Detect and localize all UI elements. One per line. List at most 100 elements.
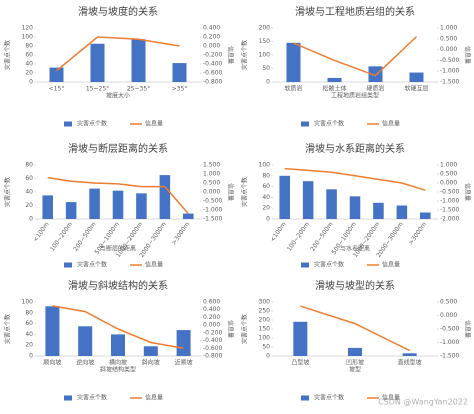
y-axis-label: 灾害点个数 — [4, 40, 12, 70]
bar — [327, 77, 342, 82]
x-tick-label: <100m — [269, 221, 288, 243]
x-tick-label: <15° — [49, 86, 65, 93]
y-tick-label: 300 — [259, 299, 271, 306]
legend-label: 灾害点个数 — [314, 261, 344, 269]
bar — [349, 196, 361, 219]
y-tick-label: 40 — [25, 189, 33, 196]
bar — [49, 67, 64, 82]
x-tick-label: 近顺坡 — [175, 359, 193, 367]
y2-tick-label: -0.800 — [203, 353, 223, 360]
bar — [65, 202, 77, 219]
y2-tick-label: -0.600 — [203, 70, 223, 77]
watermark: CSDN @WangYan2022 — [378, 398, 468, 407]
y2-tick-label: 1.000 — [440, 162, 457, 169]
y2-tick-label: -0.500 — [440, 326, 460, 333]
y-tick-label: 20 — [25, 70, 33, 77]
y2-tick-label: 0.500 — [440, 171, 457, 178]
line — [47, 176, 189, 215]
y2-tick-label: 0.500 — [440, 35, 457, 42]
x-tick-label: 松散土体 — [322, 85, 346, 93]
x-tick-label: 直线型坡 — [398, 359, 422, 367]
y2-tick-label: 0.400 — [203, 25, 220, 32]
bar — [89, 188, 100, 219]
bar — [279, 175, 290, 219]
y2-tick-label: 0.500 — [440, 299, 457, 306]
chart-title: 滑坡与水系距离的关系 — [305, 142, 405, 155]
bar — [396, 205, 408, 219]
y2-tick-label: -1.500 — [203, 216, 223, 223]
y-axis-label: 灾害点个数 — [4, 177, 12, 207]
y2-tick-label: 0.000 — [203, 43, 220, 50]
x-axis-label: 与水系距离 — [340, 245, 370, 253]
line — [293, 36, 418, 77]
legend-swatch — [301, 121, 309, 127]
y-tick-label: 80 — [25, 162, 33, 169]
legend-label: 信息量 — [382, 394, 400, 402]
legend-label: 信息量 — [145, 120, 163, 128]
y2-tick-label: 0.600 — [203, 299, 220, 306]
y-tick-label: 100 — [259, 335, 271, 342]
y2-tick-label: 0.000 — [203, 322, 220, 329]
x-tick-label: >3000m — [407, 221, 428, 247]
y2-tick-label: -2.000 — [440, 216, 460, 223]
y-tick-label: 150 — [259, 326, 271, 333]
y2-tick-label: -0.200 — [203, 52, 223, 59]
y2-tick-label: -0.800 — [203, 79, 223, 86]
x-axis-label: 斜坡结构类型 — [100, 366, 136, 374]
bar — [183, 213, 194, 219]
y-tick-label: 20 — [25, 202, 33, 209]
chart-title: 滑坡与坡度的关系 — [78, 5, 158, 18]
bar — [420, 212, 431, 219]
x-tick-label: 逆向坡 — [76, 359, 94, 367]
bar — [143, 346, 158, 356]
bar — [172, 63, 187, 82]
bar — [402, 353, 417, 356]
y-tick-label: 0 — [29, 216, 33, 223]
y-tick-label: 60 — [25, 320, 33, 327]
y2-axis-label: 信息量 — [227, 320, 235, 338]
bar — [159, 175, 171, 219]
y2-tick-label: -1.500 — [440, 79, 460, 86]
legend-label: 灾害点个数 — [77, 120, 107, 128]
bar — [112, 190, 124, 219]
line — [300, 305, 410, 352]
y-tick-label: 100 — [259, 52, 271, 59]
y2-axis-label: 信息量 — [464, 320, 472, 338]
y2-tick-label: 1.000 — [440, 25, 457, 32]
y-axis-label: 灾害点个数 — [4, 314, 12, 344]
y-tick-label: 200 — [259, 317, 271, 324]
y2-tick-label: -0.600 — [203, 345, 223, 352]
chart-title: 滑坡与工程地质岩组的关系 — [295, 5, 415, 18]
y-tick-label: 50 — [262, 65, 270, 72]
legend-label: 信息量 — [145, 394, 163, 402]
y-tick-label: 50 — [262, 344, 270, 351]
y-tick-label: 100 — [259, 162, 271, 169]
x-tick-label: 200~500m — [309, 221, 334, 253]
x-tick-label: 顺向坡 — [43, 359, 61, 367]
y-tick-label: 200 — [259, 25, 271, 32]
y2-tick-label: 1.500 — [203, 162, 220, 169]
legend-swatch — [64, 395, 72, 401]
bar — [90, 43, 105, 82]
bar — [326, 189, 337, 219]
y2-tick-label: 1.000 — [203, 171, 220, 178]
x-tick-label: >3000m — [170, 221, 191, 247]
bar — [176, 330, 191, 356]
bar — [373, 202, 384, 219]
y-tick-label: 0 — [266, 353, 270, 360]
y-tick-label: 0 — [29, 353, 33, 360]
x-axis-label: 与断层的距离 — [100, 245, 136, 253]
y2-tick-label: 0.200 — [203, 314, 220, 321]
chart-title: 滑坡与坡型的关系 — [315, 279, 395, 292]
y2-tick-label: 0.500 — [203, 180, 220, 187]
x-axis-label: 工程地质岩组类型 — [331, 92, 379, 100]
y-tick-label: 60 — [262, 183, 270, 190]
y2-axis-label: 信息量 — [464, 183, 472, 201]
line — [52, 305, 184, 350]
y-tick-label: 150 — [259, 38, 271, 45]
y-tick-label: 20 — [262, 205, 270, 212]
x-tick-label: 斜向坡 — [142, 359, 160, 367]
